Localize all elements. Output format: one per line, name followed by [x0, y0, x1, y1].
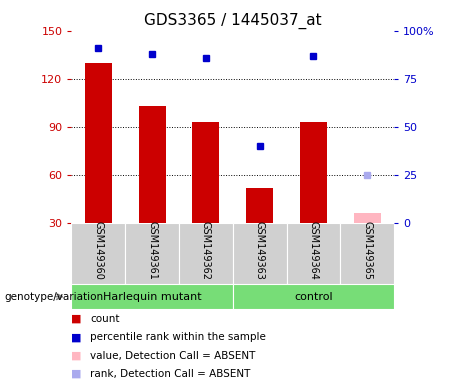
- Bar: [300, 122, 327, 223]
- Bar: [233, 223, 287, 284]
- Text: GSM149360: GSM149360: [93, 221, 103, 280]
- Bar: [139, 106, 165, 223]
- Text: count: count: [90, 314, 119, 324]
- Text: GSM149363: GSM149363: [254, 221, 265, 280]
- Bar: [71, 223, 125, 284]
- Text: ■: ■: [71, 351, 82, 361]
- Bar: [85, 63, 112, 223]
- Text: genotype/variation: genotype/variation: [5, 291, 104, 302]
- Bar: [193, 122, 219, 223]
- Text: GSM149361: GSM149361: [147, 221, 157, 280]
- Text: percentile rank within the sample: percentile rank within the sample: [90, 332, 266, 342]
- Text: ■: ■: [71, 369, 82, 379]
- Text: ■: ■: [71, 314, 82, 324]
- Bar: [287, 223, 340, 284]
- Text: ■: ■: [71, 332, 82, 342]
- Text: control: control: [294, 291, 333, 302]
- Bar: [71, 284, 233, 309]
- Bar: [354, 213, 381, 223]
- Text: Harlequin mutant: Harlequin mutant: [103, 291, 201, 302]
- Bar: [246, 187, 273, 223]
- Text: GSM149364: GSM149364: [308, 221, 319, 280]
- Title: GDS3365 / 1445037_at: GDS3365 / 1445037_at: [144, 13, 322, 29]
- Text: rank, Detection Call = ABSENT: rank, Detection Call = ABSENT: [90, 369, 250, 379]
- Bar: [179, 223, 233, 284]
- Bar: [340, 223, 394, 284]
- Text: GSM149365: GSM149365: [362, 221, 372, 280]
- Bar: [125, 223, 179, 284]
- Bar: [233, 284, 394, 309]
- Text: value, Detection Call = ABSENT: value, Detection Call = ABSENT: [90, 351, 255, 361]
- Text: GSM149362: GSM149362: [201, 221, 211, 280]
